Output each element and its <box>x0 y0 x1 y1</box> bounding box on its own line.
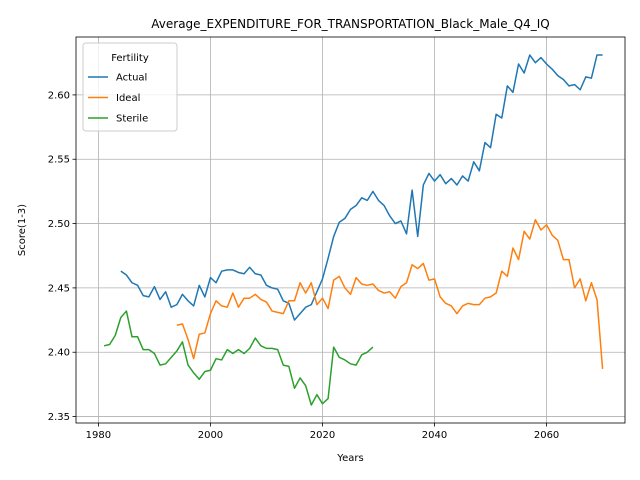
x-tick-label: 1980 <box>86 430 111 441</box>
y-axis: 2.35 2.40 2.45 2.50 2.55 2.60 <box>48 90 76 423</box>
legend-label-ideal: Ideal <box>116 93 140 104</box>
grid-lines <box>76 37 625 423</box>
series-line-actual <box>120 54 603 321</box>
legend-box <box>82 42 178 132</box>
x-tick-label: 2020 <box>310 430 335 441</box>
plot-frame <box>75 36 626 424</box>
y-axis-label: Score(1-3) <box>17 204 28 256</box>
series-line-ideal <box>176 218 604 370</box>
series-line-sterile <box>103 310 374 406</box>
x-axis-label: Years <box>336 453 363 464</box>
x-axis: 1980 2000 2020 2040 2060 <box>86 423 559 441</box>
legend-label-actual: Actual <box>116 73 147 84</box>
chart-title: Average_EXPENDITURE_FOR_TRANSPORTATION_B… <box>151 17 549 31</box>
y-tick-label: 2.40 <box>48 348 70 359</box>
y-tick-label: 2.50 <box>48 219 70 230</box>
y-tick-label: 2.60 <box>48 90 70 101</box>
legend: Fertility Actual Ideal Sterile <box>82 42 178 132</box>
y-tick-label: 2.55 <box>48 155 70 166</box>
series-lines <box>103 54 604 406</box>
x-tick-label: 2000 <box>198 430 223 441</box>
legend-label-sterile: Sterile <box>116 114 148 125</box>
y-tick-label: 2.45 <box>48 283 70 294</box>
x-tick-label: 2060 <box>534 430 559 441</box>
legend-title: Fertility <box>111 53 149 64</box>
x-tick-label: 2040 <box>422 430 447 441</box>
y-tick-label: 2.35 <box>48 412 70 423</box>
